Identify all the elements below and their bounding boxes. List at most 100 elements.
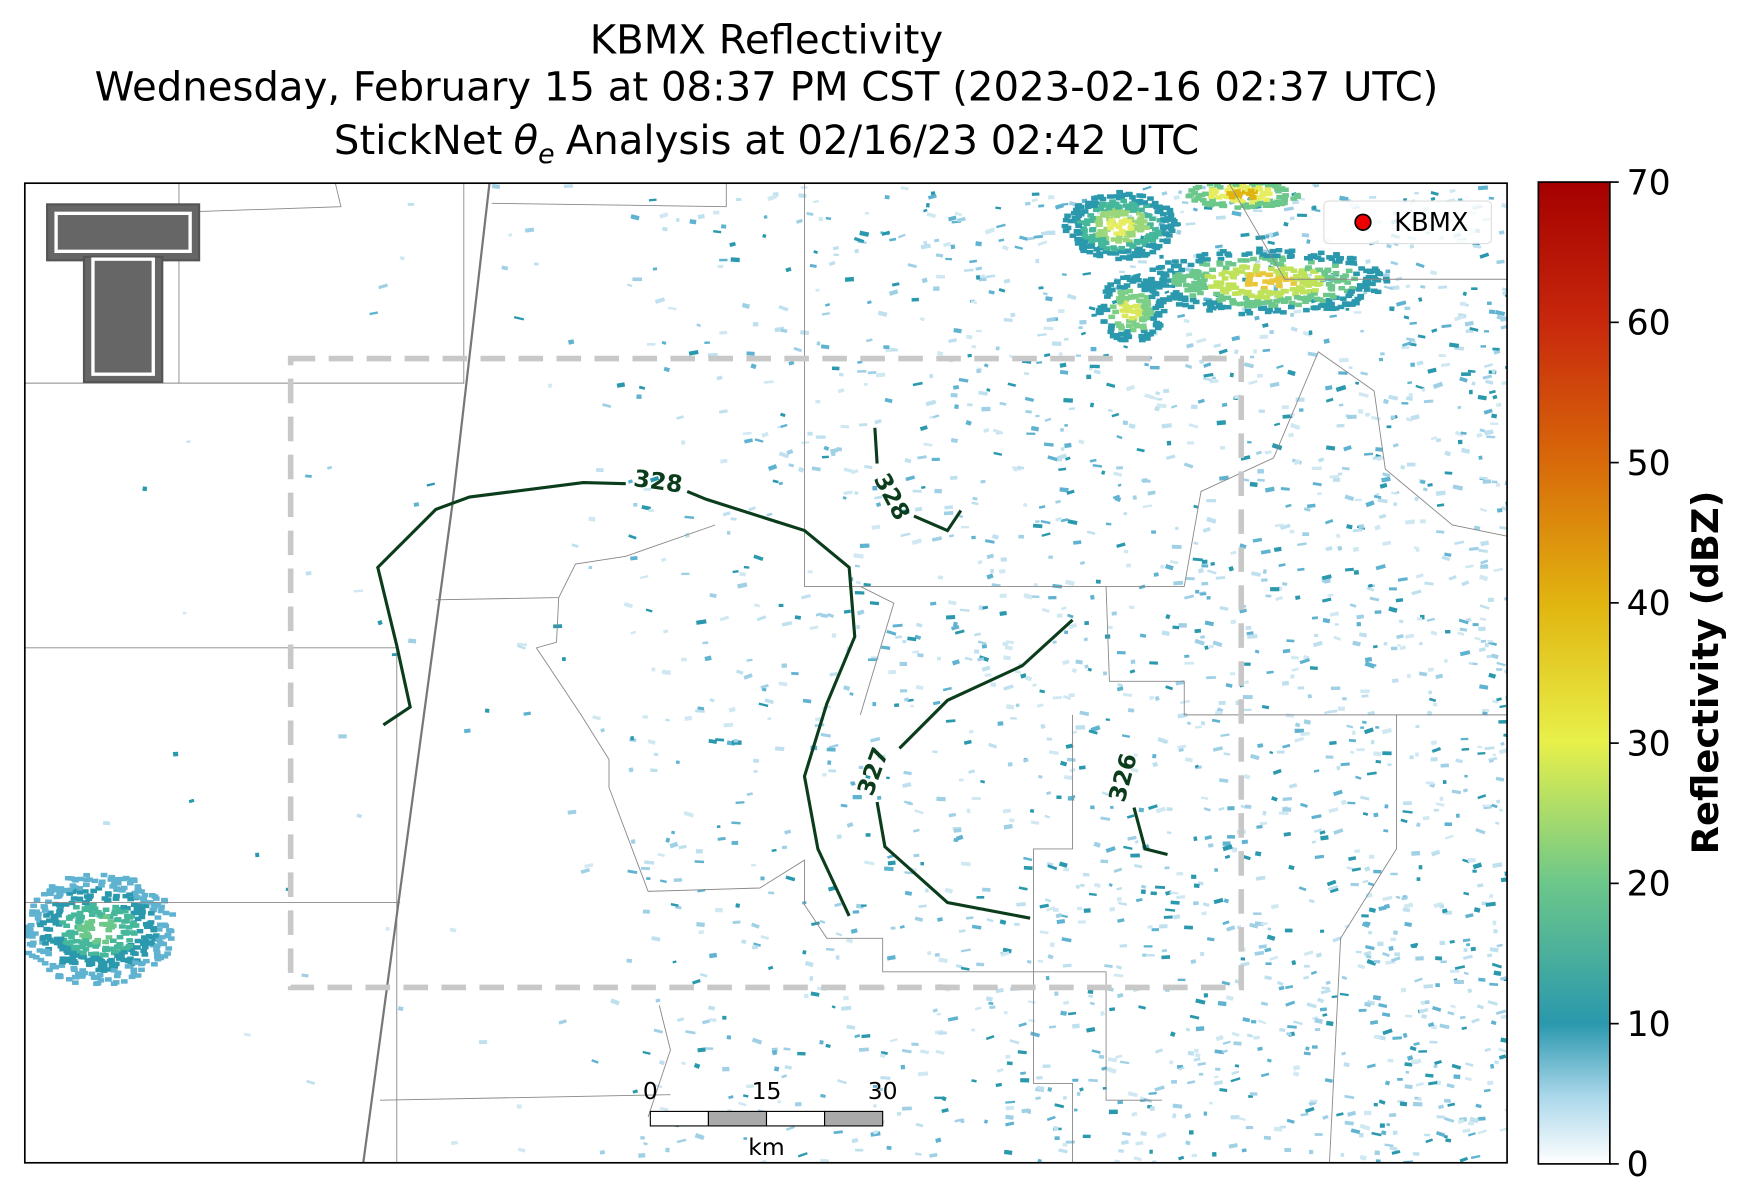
radar-echo	[1066, 489, 1075, 495]
radar-echo	[109, 946, 116, 951]
radar-echo	[92, 940, 99, 945]
radar-echo	[1129, 244, 1137, 249]
radar-echo	[641, 504, 651, 511]
radar-echo	[1257, 743, 1264, 748]
radar-echo	[1462, 291, 1468, 297]
radar-echo	[1119, 219, 1126, 224]
radar-echo	[975, 275, 981, 280]
radar-echo	[1207, 194, 1215, 199]
radar-echo	[1463, 891, 1470, 896]
radar-echo	[1133, 304, 1141, 309]
radar-echo	[141, 899, 148, 905]
radar-echo	[1195, 258, 1203, 264]
radar-echo	[842, 496, 847, 500]
radar-echo	[141, 892, 149, 898]
radar-echo	[1373, 1034, 1381, 1040]
radar-echo	[1333, 789, 1343, 797]
radar-echo	[1378, 1099, 1386, 1105]
radar-echo	[1280, 487, 1290, 491]
radar-echo	[1389, 1145, 1398, 1152]
radar-echo	[47, 891, 54, 897]
radar-echo	[73, 953, 81, 958]
radar-echo	[702, 641, 709, 645]
radar-echo	[1171, 1113, 1177, 1119]
radar-echo	[655, 998, 661, 1003]
radar-echo	[1323, 306, 1331, 311]
radar-echo	[1443, 1098, 1451, 1103]
colorbar-tick-label: 20	[1627, 865, 1671, 905]
radar-echo	[995, 206, 1002, 210]
radar-echo	[1224, 251, 1232, 256]
radar-echo	[746, 792, 753, 796]
radar-echo	[1071, 668, 1077, 673]
radar-echo	[1126, 288, 1134, 294]
radar-echo	[1432, 1005, 1442, 1012]
radar-echo	[1232, 285, 1240, 291]
radar-echo	[861, 1034, 871, 1039]
radar-echo	[68, 876, 75, 881]
radar-echo	[1121, 337, 1129, 343]
radar-echo	[151, 962, 158, 967]
radar-echo	[1386, 243, 1392, 249]
radar-echo	[786, 449, 794, 455]
radar-echo	[1287, 304, 1295, 310]
radar-echo	[1120, 249, 1128, 254]
radar-echo	[78, 914, 86, 920]
radar-echo	[88, 951, 95, 957]
radar-echo	[34, 916, 42, 921]
radar-echo	[32, 955, 40, 960]
radar-echo	[737, 582, 748, 589]
radar-echo	[750, 363, 757, 370]
radar-echo	[533, 262, 539, 266]
logo	[46, 203, 201, 384]
contour-line	[686, 490, 857, 917]
radar-echo	[937, 917, 943, 922]
radar-echo	[731, 840, 739, 845]
radar-echo	[943, 511, 954, 516]
radar-echo	[1262, 256, 1270, 261]
radar-echo	[1343, 445, 1352, 452]
radar-echo	[1122, 237, 1130, 243]
radar-echo	[1295, 302, 1302, 308]
radar-echo	[1498, 808, 1504, 813]
radar-echo	[75, 920, 83, 925]
radar-echo	[751, 922, 760, 929]
radar-echo	[113, 973, 121, 979]
radar-echo	[854, 591, 865, 595]
radar-echo	[1329, 314, 1337, 319]
radar-echo	[1037, 333, 1047, 337]
radar-echo	[79, 973, 86, 978]
radar-echo	[1094, 195, 1101, 200]
radar-echo	[1415, 1082, 1424, 1087]
radar-echo	[1249, 355, 1255, 359]
colorbar-tick-label: 60	[1627, 304, 1671, 344]
radar-echo	[1354, 849, 1361, 854]
colorbar-tick-label: 70	[1627, 163, 1671, 203]
radar-echo	[116, 934, 124, 940]
radar-echo	[164, 951, 171, 956]
radar-echo	[1146, 954, 1155, 957]
radar-echo	[980, 479, 986, 484]
radar-echo	[1183, 318, 1190, 324]
radar-echo	[1402, 1032, 1408, 1038]
radar-echo	[1354, 498, 1362, 502]
radar-echo	[1088, 306, 1096, 311]
radar-echo	[1313, 769, 1320, 773]
radar-echo	[1091, 313, 1097, 317]
radar-echo	[1230, 550, 1237, 556]
radar-echo	[958, 778, 964, 782]
radar-echo	[1303, 295, 1310, 301]
radar-echo	[1314, 854, 1325, 860]
radar-echo	[1254, 294, 1262, 300]
radar-echo	[516, 644, 526, 650]
radar-echo	[1006, 1061, 1013, 1066]
radar-echo	[1261, 285, 1268, 291]
radar-echo	[1113, 867, 1123, 873]
radar-echo	[1311, 814, 1322, 820]
radar-echo	[1214, 868, 1218, 872]
radar-echo	[1371, 1131, 1382, 1137]
radar-echo	[1319, 1007, 1328, 1012]
radar-echo	[1248, 1094, 1253, 1098]
radar-echo	[1082, 1134, 1091, 1139]
radar-echo	[84, 920, 92, 925]
